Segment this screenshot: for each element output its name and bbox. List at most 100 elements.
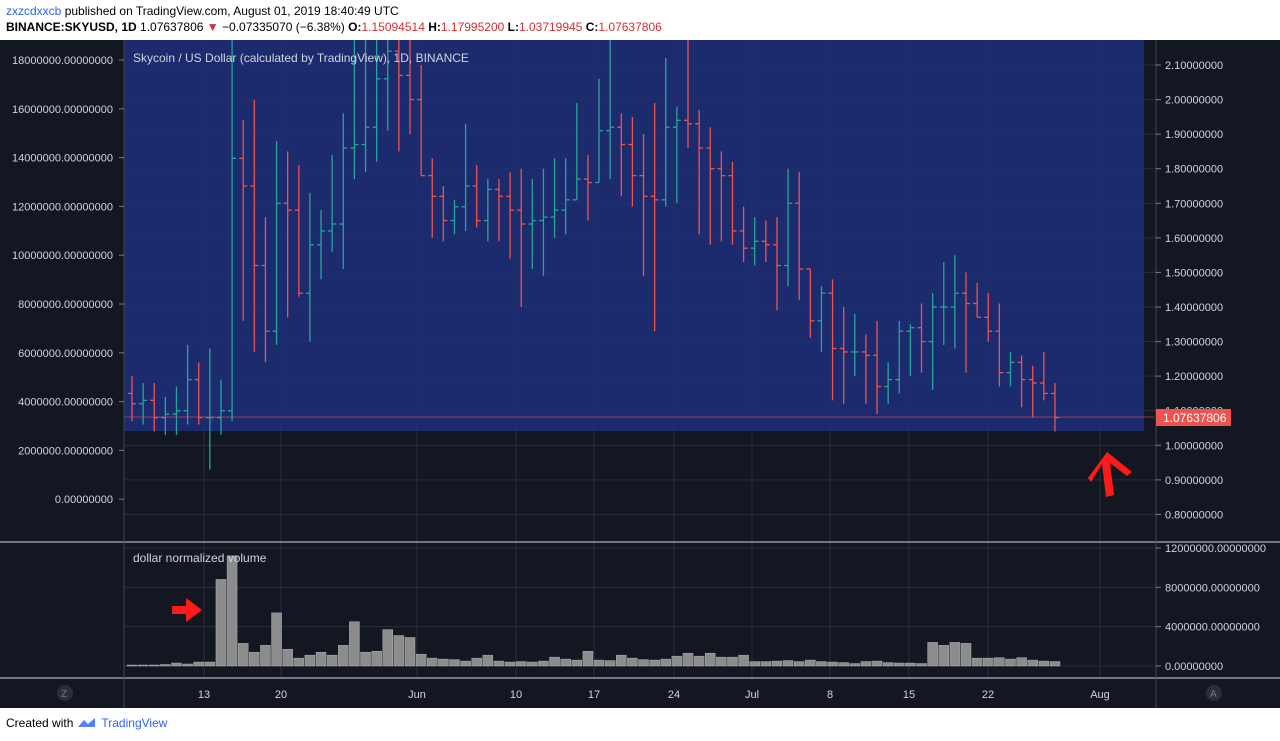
left-tick-label: 4000000.00000000 xyxy=(18,397,113,409)
volume-bar xyxy=(805,659,816,667)
price-tick-label: 1.50000000 xyxy=(1165,267,1223,279)
time-axis[interactable]: 13 20 Jun 10 17 24 Jul 8 15 22 Aug xyxy=(198,689,1110,701)
chart-svg[interactable]: 2.10000000 2.00000000 1.90000000 1.80000000… xyxy=(0,40,1280,708)
volume-bar xyxy=(1038,660,1050,667)
tradingview-brand[interactable]: TradingView xyxy=(101,716,168,730)
volume-bar xyxy=(371,651,382,667)
volume-bar xyxy=(160,664,171,667)
price-tick-label: 1.60000000 xyxy=(1165,233,1223,245)
zoom-button-label: Z xyxy=(61,689,67,700)
volume-bar xyxy=(649,659,660,667)
volume-bar xyxy=(560,658,571,667)
volume-bar xyxy=(671,655,683,667)
volume-bar xyxy=(1005,658,1016,667)
volume-bar xyxy=(849,663,861,667)
right-price-axis[interactable]: 2.10000000 2.00000000 1.90000000 1.80000000… xyxy=(1156,60,1223,521)
left-tick-label: 6000000.00000000 xyxy=(18,348,113,360)
volume-bar xyxy=(527,661,538,667)
volume-bar xyxy=(460,660,471,667)
scale-buttons: Z A xyxy=(57,685,1222,701)
volume-title: dollar normalized volume xyxy=(133,551,267,565)
last-price: 1.07637806 xyxy=(140,20,204,34)
auto-scale-button-label: A xyxy=(1210,689,1217,700)
price-tick-label: 1.30000000 xyxy=(1165,337,1223,349)
volume-bar xyxy=(349,621,360,667)
chart-title: Skycoin / US Dollar (calculated by Tradi… xyxy=(133,51,469,65)
volume-bar xyxy=(894,662,905,667)
price-tick-label: 1.40000000 xyxy=(1165,302,1223,314)
volume-bar xyxy=(493,660,505,667)
volume-axis[interactable]: 12000000.00000000 8000000.00000000 4000000… xyxy=(1156,543,1266,673)
volume-bar xyxy=(193,661,204,667)
auto-scale-button-icon[interactable] xyxy=(1206,685,1222,701)
left-tick-label: 18000000.00000000 xyxy=(12,55,113,67)
volume-bar xyxy=(1049,661,1061,667)
open-label: O: xyxy=(348,20,362,34)
volume-bar xyxy=(271,612,282,667)
last-price-tag-label: 1.07637806 xyxy=(1163,411,1227,425)
volume-tick-label: 8000000.00000000 xyxy=(1165,582,1260,594)
volume-bar xyxy=(727,656,738,667)
down-arrow-icon: ▼ xyxy=(206,20,219,34)
zoom-button-icon[interactable] xyxy=(57,685,73,701)
ohlc-line: BINANCE:SKYUSD, 1D 1.07637806 ▼ −0.07335… xyxy=(6,19,662,35)
volume-bar xyxy=(771,660,783,667)
volume-bar xyxy=(982,657,994,667)
red-arrow-right-icon xyxy=(172,598,202,622)
chart-container[interactable]: 2.10000000 2.00000000 1.90000000 1.80000000… xyxy=(0,40,1280,713)
left-tick-label: 8000000.00000000 xyxy=(18,299,113,311)
volume-bar xyxy=(148,664,160,667)
time-tick-label: 8 xyxy=(827,689,833,701)
volume-tick-label: 12000000.00000000 xyxy=(1165,543,1266,555)
chart-header: zxzcdxxcb published on TradingView.com, … xyxy=(6,3,662,35)
volume-bar xyxy=(249,651,260,667)
time-tick-label: 24 xyxy=(668,689,680,701)
footer: Created with TradingView xyxy=(6,716,167,730)
volume-bar xyxy=(126,664,138,667)
close-label: C: xyxy=(585,20,599,34)
volume-bar xyxy=(415,653,427,667)
volume-bar xyxy=(471,657,482,667)
volume-bar xyxy=(1016,657,1027,667)
volume-bar xyxy=(782,660,794,667)
volume-bar xyxy=(916,663,927,667)
time-tick-label: 13 xyxy=(198,689,210,701)
left-volume-axis[interactable]: 18000000.00000000 16000000.00000000 140000… xyxy=(12,55,124,506)
time-tick-label: 20 xyxy=(275,689,287,701)
price-tick-label: 0.90000000 xyxy=(1165,475,1223,487)
volume-bar xyxy=(827,661,838,667)
volume-bar xyxy=(882,662,894,667)
volume-bar xyxy=(215,579,227,667)
volume-bar xyxy=(871,660,883,667)
volume-bar xyxy=(682,652,694,667)
low-label: L: xyxy=(507,20,519,34)
close-value: 1.07637806 xyxy=(598,20,662,34)
annotation-arrow-volume xyxy=(172,598,202,622)
time-tick-label: 10 xyxy=(510,689,522,701)
volume-tick-label: 4000000.00000000 xyxy=(1165,622,1260,634)
volume-bar xyxy=(1027,659,1038,667)
time-tick-label: Aug xyxy=(1090,689,1110,701)
author-link[interactable]: zxzcdxxcb xyxy=(6,4,62,18)
volume-bar xyxy=(994,657,1005,667)
time-tick-label: 17 xyxy=(588,689,600,701)
volume-bar xyxy=(638,659,649,667)
volume-bar xyxy=(293,657,305,667)
left-tick-label: 14000000.00000000 xyxy=(12,153,113,165)
volume-bar xyxy=(304,654,316,667)
volume-bar xyxy=(693,655,705,667)
volume-bar xyxy=(604,660,616,667)
highlight-rectangle xyxy=(124,40,1144,431)
change-value: −0.07335070 (−6.38%) xyxy=(222,20,345,34)
volume-bar xyxy=(515,661,527,667)
high-value: 1.17995200 xyxy=(440,20,505,34)
volume-bar xyxy=(816,661,827,667)
red-arrow-icon xyxy=(1088,452,1132,497)
volume-bars xyxy=(126,555,1061,667)
volume-bar xyxy=(204,661,216,667)
volume-bar xyxy=(938,645,950,667)
open-value: 1.15094514 xyxy=(361,20,425,34)
volume-bar xyxy=(438,658,449,667)
volume-bar xyxy=(905,662,916,667)
left-tick-label: 12000000.00000000 xyxy=(12,201,113,213)
